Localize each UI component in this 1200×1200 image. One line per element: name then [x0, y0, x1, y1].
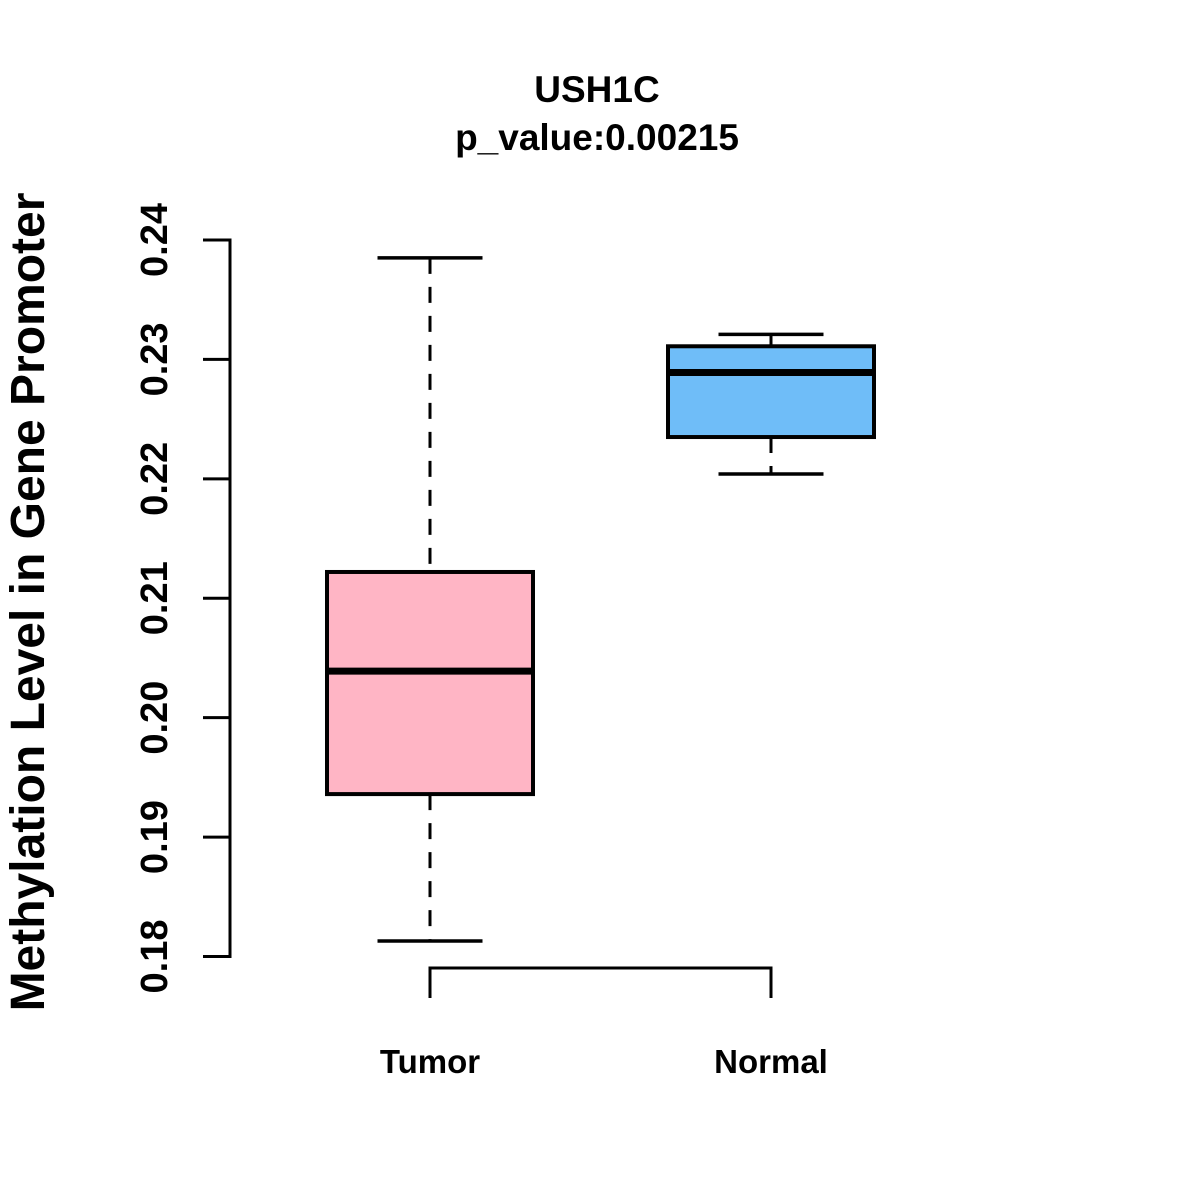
y-tick-label: 0.20: [134, 681, 176, 755]
chart-title: USH1C: [534, 69, 659, 110]
x-category-label-tumor: Tumor: [380, 1043, 480, 1080]
y-tick-label: 0.19: [134, 800, 176, 874]
y-tick-label: 0.23: [134, 322, 176, 396]
plot-area: 0.18 0.19 0.20 0.21 0.22 0.23 0.24 Tumor Normal: [134, 203, 876, 1080]
y-tick-label: 0.24: [134, 203, 176, 277]
y-tick-label: 0.21: [134, 561, 176, 635]
tumor-box: [325, 569, 535, 797]
y-tick-label: 0.22: [134, 442, 176, 516]
y-axis-title: Methylation Level in Gene Promoter: [2, 193, 55, 1012]
x-category-label-normal: Normal: [714, 1043, 828, 1080]
normal-box: [666, 344, 876, 440]
y-tick-label: 0.18: [134, 920, 176, 994]
chart-subtitle: p_value:0.00215: [455, 117, 739, 158]
x-axis-bracket: [428, 966, 773, 998]
